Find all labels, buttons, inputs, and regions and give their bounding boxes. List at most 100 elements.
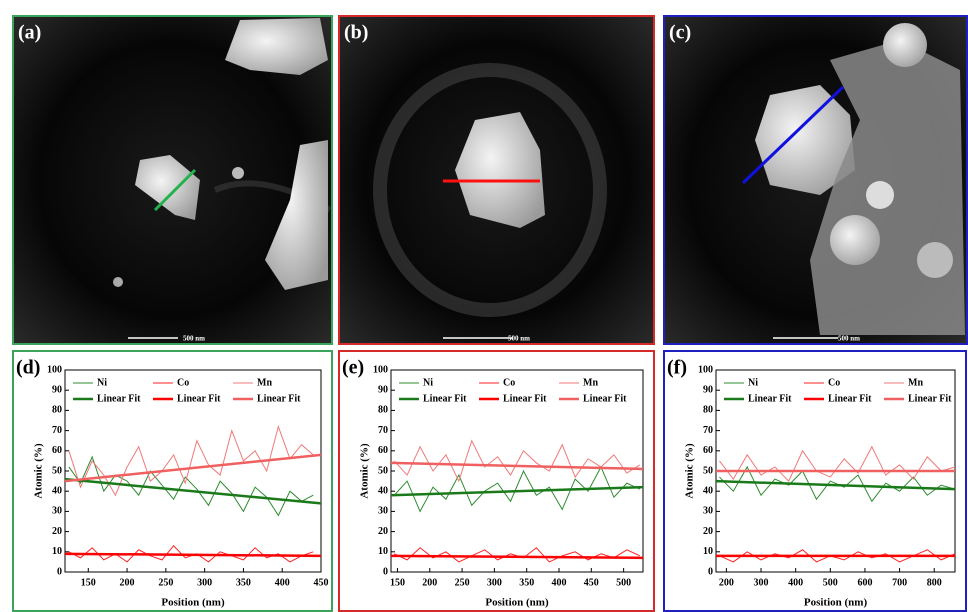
x-tick-label: 800 bbox=[927, 577, 942, 588]
y-tick-label: 0 bbox=[708, 566, 713, 577]
x-tick-label: 200 bbox=[422, 577, 437, 588]
micrograph-a bbox=[12, 15, 333, 345]
fit-line bbox=[390, 485, 644, 497]
y-axis-title: Atomic (%) bbox=[684, 443, 696, 499]
y-tick-label: 40 bbox=[52, 485, 62, 496]
x-tick-label: 600 bbox=[857, 577, 872, 588]
data-line bbox=[393, 439, 641, 483]
y-tick-label: 90 bbox=[52, 384, 62, 395]
x-tick-label: 250 bbox=[455, 577, 470, 588]
y-axis-title: Atomic (%) bbox=[33, 443, 45, 499]
y-tick-label: 0 bbox=[57, 566, 62, 577]
legend-label: Ni bbox=[97, 377, 107, 388]
panel-frame bbox=[663, 350, 967, 612]
y-tick-label: 40 bbox=[703, 485, 713, 496]
panel-label: (f) bbox=[667, 357, 687, 379]
panel-label: (d) bbox=[16, 357, 40, 379]
fit-line bbox=[64, 453, 322, 483]
y-tick-label: 100 bbox=[373, 364, 388, 375]
fit-line bbox=[64, 477, 322, 505]
legend-label: Linear Fit bbox=[583, 393, 627, 404]
y-tick-label: 60 bbox=[52, 445, 62, 456]
x-tick-label: 300 bbox=[487, 577, 502, 588]
x-tick-label: 150 bbox=[390, 577, 405, 588]
x-tick-label: 400 bbox=[788, 577, 803, 588]
legend-label: Linear Fit bbox=[97, 393, 141, 404]
y-tick-label: 70 bbox=[378, 425, 388, 436]
y-tick-label: 100 bbox=[47, 364, 62, 375]
y-tick-label: 90 bbox=[703, 384, 713, 395]
y-tick-label: 30 bbox=[703, 506, 713, 517]
fit-line bbox=[390, 554, 644, 560]
y-tick-label: 50 bbox=[378, 465, 388, 476]
fit-line bbox=[390, 461, 644, 471]
y-tick-label: 50 bbox=[52, 465, 62, 476]
y-tick-label: 60 bbox=[378, 445, 388, 456]
x-tick-label: 150 bbox=[81, 577, 96, 588]
panel-label: (a) bbox=[18, 22, 41, 44]
legend-label: Co bbox=[828, 377, 840, 388]
y-tick-label: 10 bbox=[703, 546, 713, 557]
y-tick-label: 0 bbox=[383, 566, 388, 577]
x-tick-label: 500 bbox=[616, 577, 631, 588]
x-tick-label: 200 bbox=[120, 577, 135, 588]
x-tick-label: 400 bbox=[275, 577, 290, 588]
legend-label: Linear Fit bbox=[177, 393, 221, 404]
y-tick-label: 100 bbox=[698, 364, 713, 375]
y-tick-label: 30 bbox=[378, 506, 388, 517]
x-tick-label: 200 bbox=[719, 577, 734, 588]
legend-label: Linear Fit bbox=[257, 393, 301, 404]
fit-line bbox=[64, 552, 322, 558]
x-tick-label: 300 bbox=[197, 577, 212, 588]
x-tick-label: 250 bbox=[158, 577, 173, 588]
x-tick-label: 450 bbox=[314, 577, 329, 588]
x-tick-label: 350 bbox=[236, 577, 251, 588]
x-tick-label: 350 bbox=[519, 577, 534, 588]
x-axis-title: Position (nm) bbox=[804, 597, 868, 609]
y-tick-label: 10 bbox=[52, 546, 62, 557]
legend-label: Mn bbox=[257, 377, 272, 388]
y-tick-label: 70 bbox=[52, 425, 62, 436]
x-tick-label: 500 bbox=[823, 577, 838, 588]
panel-label: (c) bbox=[669, 22, 691, 44]
y-tick-label: 80 bbox=[52, 405, 62, 416]
legend-label: Ni bbox=[748, 377, 758, 388]
legend-label: Co bbox=[503, 377, 515, 388]
x-tick-label: 700 bbox=[892, 577, 907, 588]
y-tick-label: 10 bbox=[378, 546, 388, 557]
y-tick-label: 70 bbox=[703, 425, 713, 436]
y-tick-label: 80 bbox=[378, 405, 388, 416]
x-tick-label: 450 bbox=[584, 577, 599, 588]
micrograph-c bbox=[663, 15, 968, 345]
legend-label: Linear Fit bbox=[908, 393, 952, 404]
scale-bar-label: 500 nm bbox=[183, 335, 205, 343]
legend-label: Ni bbox=[423, 377, 433, 388]
y-axis-title: Atomic (%) bbox=[359, 443, 371, 499]
y-tick-label: 80 bbox=[703, 405, 713, 416]
x-axis-title: Position (nm) bbox=[161, 597, 225, 609]
x-tick-label: 300 bbox=[754, 577, 769, 588]
y-tick-label: 20 bbox=[703, 526, 713, 537]
fit-line bbox=[715, 479, 956, 491]
y-tick-label: 90 bbox=[378, 384, 388, 395]
data-line bbox=[393, 465, 640, 513]
panel-label: (b) bbox=[344, 22, 368, 44]
scale-bar-label: 500 nm bbox=[838, 335, 860, 343]
x-tick-label: 400 bbox=[552, 577, 567, 588]
y-tick-label: 50 bbox=[703, 465, 713, 476]
data-line bbox=[68, 424, 314, 497]
y-tick-label: 20 bbox=[52, 526, 62, 537]
y-tick-label: 20 bbox=[378, 526, 388, 537]
legend-label: Linear Fit bbox=[748, 393, 792, 404]
y-tick-label: 60 bbox=[703, 445, 713, 456]
panel-label: (e) bbox=[342, 357, 364, 379]
legend-label: Linear Fit bbox=[828, 393, 872, 404]
legend-label: Linear Fit bbox=[423, 393, 467, 404]
scale-bar-label: 500 nm bbox=[508, 335, 530, 343]
micrograph-b bbox=[338, 15, 655, 345]
legend-label: Mn bbox=[908, 377, 923, 388]
legend-label: Co bbox=[177, 377, 189, 388]
legend-label: Linear Fit bbox=[503, 393, 547, 404]
